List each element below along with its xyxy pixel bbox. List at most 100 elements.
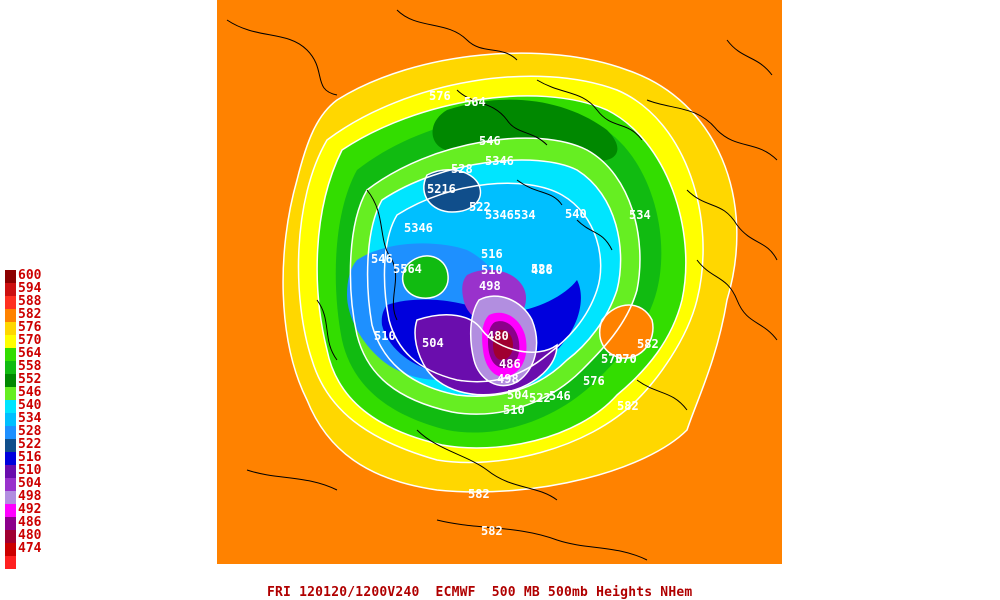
- legend-row: 498: [5, 489, 65, 504]
- orange-high-east: [599, 305, 653, 359]
- contour-label: 480: [487, 329, 509, 343]
- contour-label: 5346: [485, 154, 514, 168]
- coastlines: [226, 9, 778, 561]
- legend-swatch: [5, 309, 16, 322]
- contour-label: 582: [617, 399, 639, 413]
- legend-row: 546: [5, 385, 65, 400]
- legend-swatch: [5, 491, 16, 504]
- legend-label: 516: [18, 450, 42, 465]
- legend-label: 588: [18, 294, 42, 309]
- legend-label: 492: [18, 502, 42, 517]
- legend-row: 492: [5, 502, 65, 517]
- legend-label: 528: [18, 424, 42, 439]
- legend-row: [5, 556, 65, 569]
- contour-label: 582: [637, 337, 659, 351]
- contour-label: 486: [499, 357, 521, 371]
- legend-label: 582: [18, 307, 42, 322]
- legend-row: 474: [5, 541, 65, 556]
- color-legend: 600 594 588 582 576 570 564 558 552 546 540 534 528 5…: [5, 268, 65, 570]
- legend-row: 534: [5, 411, 65, 426]
- legend-row: 564: [5, 346, 65, 361]
- contour-label: 498: [479, 279, 501, 293]
- contour-label: 504: [422, 336, 444, 350]
- contour-label: 576: [583, 374, 605, 388]
- contour-label: 534: [629, 208, 651, 222]
- contour-label: 498: [497, 372, 519, 386]
- legend-label: 540: [18, 398, 42, 413]
- legend-label: 474: [18, 541, 42, 556]
- height-map: 576 564 546 528 5346 5216 522 5346534 53…: [217, 0, 782, 564]
- contour-label: 528: [451, 162, 473, 176]
- legend-label: 480: [18, 528, 42, 543]
- legend-label: 504: [18, 476, 42, 491]
- legend-row: 486: [5, 515, 65, 530]
- legend-swatch: [5, 530, 16, 543]
- legend-label: 576: [18, 320, 42, 335]
- band-480: [493, 329, 513, 360]
- legend-swatch: [5, 400, 16, 413]
- contour-label: 528: [531, 262, 553, 276]
- contour-label: 522: [469, 200, 491, 214]
- contour-label: 5564: [393, 262, 422, 276]
- legend-row: 516: [5, 450, 65, 465]
- legend-label: 486: [18, 515, 42, 530]
- legend-label: 546: [18, 385, 42, 400]
- contour-label: 516: [481, 247, 503, 261]
- legend-row: 600: [5, 268, 65, 283]
- legend-label: 498: [18, 489, 42, 504]
- contour-label: 504: [507, 388, 529, 402]
- map-caption: FRI 120120/1200V240 ECMWF 500 MB 500mb H…: [267, 585, 693, 600]
- legend-row: 528: [5, 424, 65, 439]
- contour-label: 582: [481, 524, 503, 538]
- legend-row: 522: [5, 437, 65, 452]
- legend-row: 588: [5, 294, 65, 309]
- legend-row: 504: [5, 476, 65, 491]
- contour-label: 546: [371, 252, 393, 266]
- legend-label: 522: [18, 437, 42, 452]
- legend-swatch: [5, 556, 16, 569]
- legend-swatch: [5, 335, 16, 348]
- contour-label: 522: [529, 391, 551, 405]
- contour-label: 5216: [427, 182, 456, 196]
- contour-label: 5346534: [485, 208, 536, 222]
- legend-row: 552: [5, 373, 65, 387]
- legend-label: 510: [18, 463, 42, 478]
- legend-swatch: [5, 413, 16, 426]
- legend-swatch: [5, 296, 16, 309]
- legend-swatch: [5, 439, 16, 452]
- legend-swatch: [5, 387, 16, 400]
- legend-swatch: [5, 543, 16, 556]
- contour-lines: [282, 52, 738, 493]
- legend-row: 582: [5, 307, 65, 322]
- legend-row: 480: [5, 528, 65, 543]
- legend-label: 600: [18, 268, 42, 283]
- contour-label: 510: [503, 403, 525, 417]
- legend-label: 534: [18, 411, 42, 426]
- contour-label: 546: [549, 389, 571, 403]
- legend-swatch: [5, 478, 16, 491]
- legend-row: 558: [5, 359, 65, 374]
- legend-row: 576: [5, 320, 65, 335]
- contour-label: 510: [374, 329, 396, 343]
- legend-swatch: [5, 517, 16, 530]
- contour-label: 5346: [404, 221, 433, 235]
- legend-label: 594: [18, 281, 42, 296]
- legend-swatch: [5, 374, 16, 387]
- legend-row: 540: [5, 398, 65, 413]
- contour-label: 540: [565, 207, 587, 221]
- legend-swatch: [5, 322, 16, 335]
- contour-label-group: 576 564 546 528 5346 5216 522 5346534 53…: [371, 89, 659, 538]
- legend-label: 558: [18, 359, 42, 374]
- legend-swatch: [5, 348, 16, 361]
- legend-swatch: [5, 504, 16, 517]
- legend-label: 564: [18, 346, 42, 361]
- contour-label: 564: [464, 95, 486, 109]
- contour-label: 570: [601, 352, 623, 366]
- contour-label: 486: [531, 263, 553, 277]
- contour-label: 582: [468, 487, 490, 501]
- legend-row: 510: [5, 463, 65, 478]
- legend-swatch: [5, 270, 16, 283]
- contour-label: 510: [481, 263, 503, 277]
- contour-map-graphic: 576 564 546 528 5346 5216 522 5346534 53…: [226, 9, 778, 561]
- legend-swatch: [5, 465, 16, 478]
